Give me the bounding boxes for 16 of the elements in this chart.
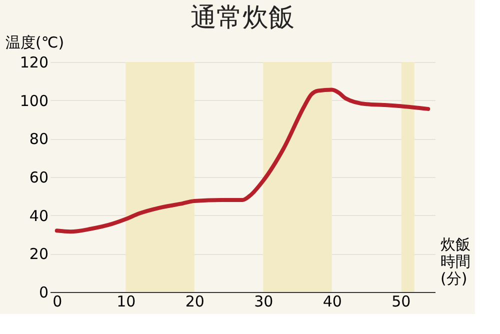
x-tick-label: 10 xyxy=(116,292,136,310)
x-tick-label: 50 xyxy=(392,292,411,310)
y-tick-label: 20 xyxy=(29,245,48,264)
x-tick-label: 20 xyxy=(185,292,204,310)
x-tick-label: 40 xyxy=(322,292,342,310)
y-tick-label: 120 xyxy=(20,54,48,72)
chart-title: 通常炊飯 xyxy=(190,3,294,33)
y-tick-label: 100 xyxy=(20,92,48,110)
y-tick-label: 40 xyxy=(29,206,48,225)
line-series xyxy=(54,88,430,234)
x-tick-label: 0 xyxy=(52,292,62,310)
y-axis-title: 温度(℃) xyxy=(6,34,64,52)
x-tick-label: 30 xyxy=(254,292,274,310)
x-axis-title: 炊飯時間(分) xyxy=(440,236,470,288)
y-tick-label: 60 xyxy=(29,168,48,186)
y-tick-label: 80 xyxy=(29,130,48,148)
